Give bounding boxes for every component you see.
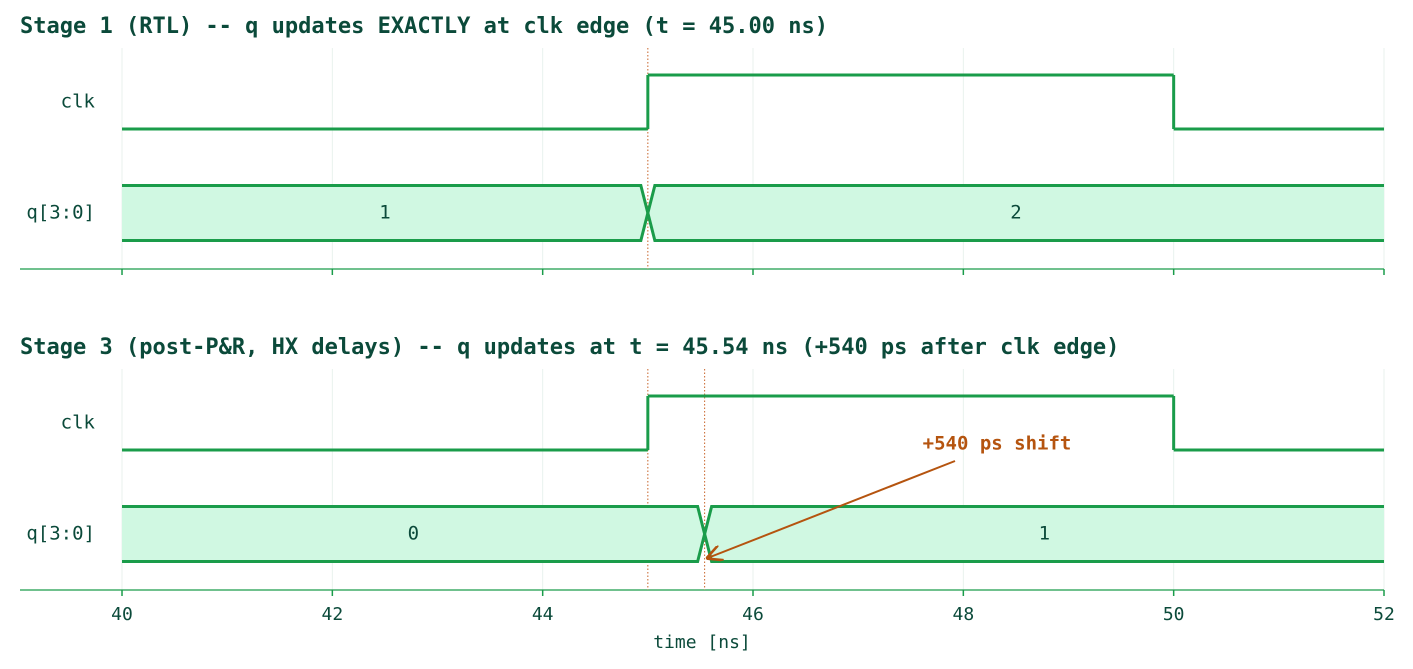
bus-segment <box>122 506 705 562</box>
x-tick-label: 50 <box>1163 604 1185 625</box>
bus-edge-top <box>703 505 1384 535</box>
bus-edge-top <box>646 184 1384 214</box>
x-axis-label: time [ns] <box>653 632 751 653</box>
bus-edge-top <box>122 184 650 214</box>
annotation-arrow <box>708 460 956 558</box>
bus-edge-bottom <box>646 212 1384 242</box>
bus-edge-bottom <box>122 212 650 242</box>
x-tick-label: 44 <box>532 604 554 625</box>
bus-edge-top <box>122 505 707 535</box>
bus-edge-bottom <box>703 533 1384 563</box>
signal-name: q[3:0] <box>26 523 95 545</box>
bus-segment <box>704 506 1384 562</box>
bus-value: 1 <box>379 202 390 224</box>
x-tick-label: 48 <box>952 604 974 625</box>
x-tick-label: 46 <box>742 604 764 625</box>
panel-title: Stage 1 (RTL) -- q updates EXACTLY at cl… <box>20 14 828 39</box>
bus-segment <box>647 185 1384 241</box>
bus-segment <box>122 185 648 241</box>
bus-edge-bottom <box>122 533 707 563</box>
bus-value: 0 <box>408 523 419 545</box>
bus-value: 2 <box>1010 202 1021 224</box>
signal-name: clk <box>61 412 96 434</box>
x-tick-label: 40 <box>111 604 133 625</box>
panel-title: Stage 3 (post-P&R, HX delays) -- q updat… <box>20 335 1119 360</box>
x-tick-label: 42 <box>321 604 343 625</box>
signal-name: clk <box>61 91 96 113</box>
signal-name: q[3:0] <box>26 202 95 224</box>
x-tick-label: 52 <box>1373 604 1395 625</box>
bus-value: 1 <box>1039 523 1050 545</box>
annotation-text: +540 ps shift <box>923 433 1072 455</box>
